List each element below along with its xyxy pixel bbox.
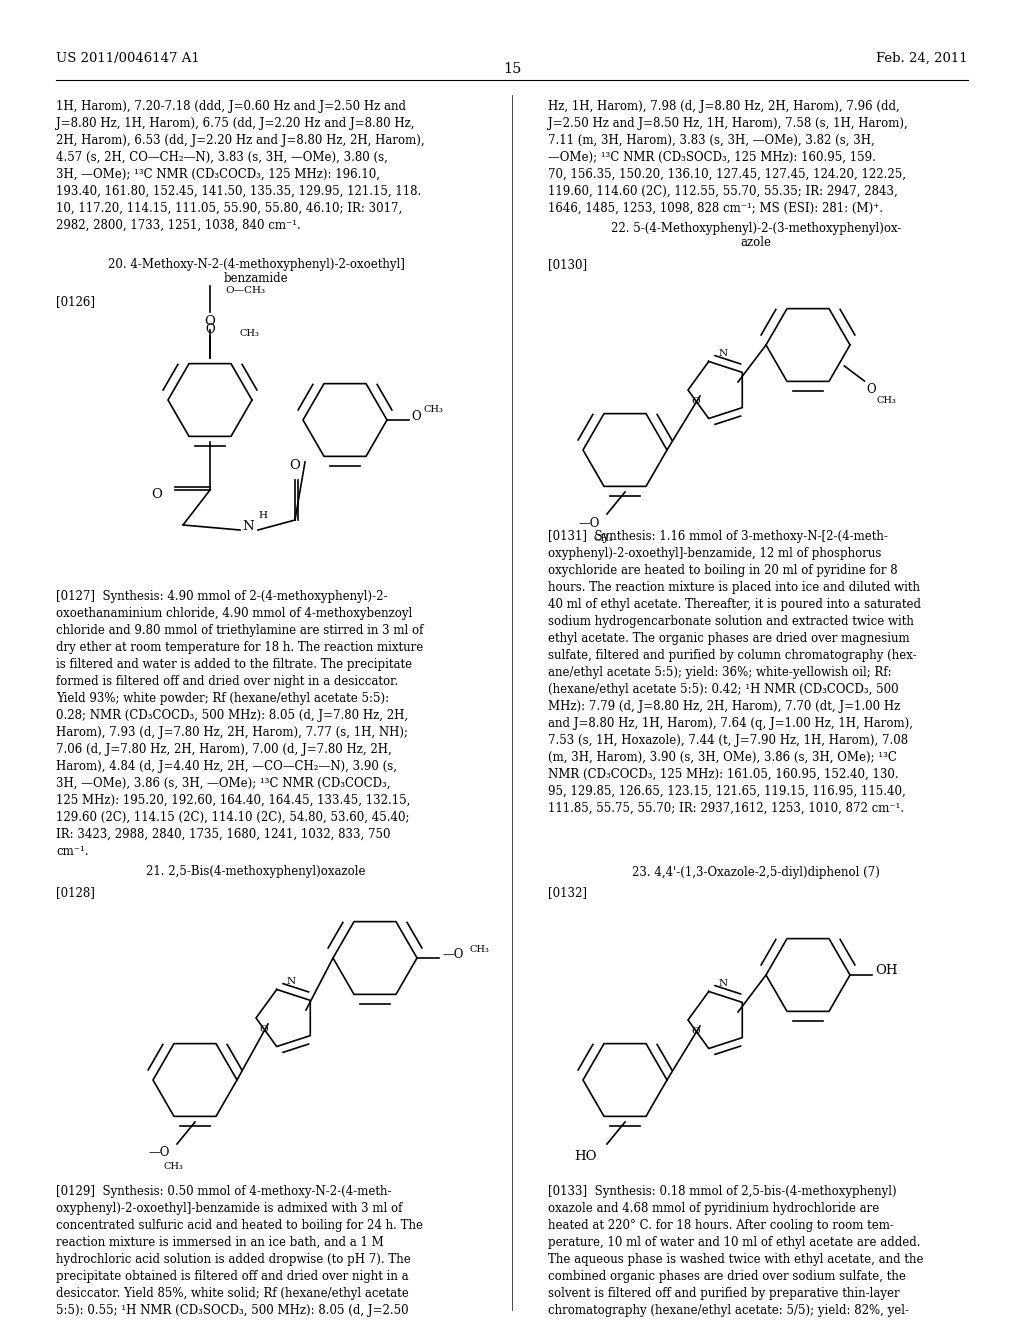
Text: [0127]  Synthesis: 4.90 mmol of 2-(4-methoxyphenyl)-2-
oxoethanaminium chloride,: [0127] Synthesis: 4.90 mmol of 2-(4-meth… xyxy=(56,590,424,858)
Text: [0128]: [0128] xyxy=(56,886,95,899)
Text: azole: azole xyxy=(740,236,771,249)
Text: Hz, 1H, Harom), 7.98 (d, J=8.80 Hz, 2H, Harom), 7.96 (dd,
J=2.50 Hz and J=8.50 H: Hz, 1H, Harom), 7.98 (d, J=8.80 Hz, 2H, … xyxy=(548,100,907,215)
Text: Feb. 24, 2011: Feb. 24, 2011 xyxy=(877,51,968,65)
Text: H: H xyxy=(258,511,267,520)
Text: O: O xyxy=(205,315,215,327)
Text: [0129]  Synthesis: 0.50 mmol of 4-methoxy-N-2-(4-meth-
oxyphenyl)-2-oxoethyl]-be: [0129] Synthesis: 0.50 mmol of 4-methoxy… xyxy=(56,1185,423,1317)
Text: O: O xyxy=(205,323,215,337)
Text: —O: —O xyxy=(442,948,464,961)
Text: benzamide: benzamide xyxy=(223,272,289,285)
Text: 23. 4,4'-(1,3-Oxazole-2,5-diyl)diphenol (7): 23. 4,4'-(1,3-Oxazole-2,5-diyl)diphenol … xyxy=(632,866,880,879)
Text: [0132]: [0132] xyxy=(548,886,587,899)
Text: O: O xyxy=(290,459,300,473)
Text: HO: HO xyxy=(574,1150,597,1163)
Text: [0133]  Synthesis: 0.18 mmol of 2,5-bis-(4-methoxyphenyl)
oxazole and 4.68 mmol : [0133] Synthesis: 0.18 mmol of 2,5-bis-(… xyxy=(548,1185,924,1320)
Text: 20. 4-Methoxy-N-2-(4-methoxyphenyl)-2-oxoethyl]: 20. 4-Methoxy-N-2-(4-methoxyphenyl)-2-ox… xyxy=(108,257,404,271)
Text: 22. 5-(4-Methoxyphenyl)-2-(3-methoxyphenyl)ox-: 22. 5-(4-Methoxyphenyl)-2-(3-methoxyphen… xyxy=(610,222,901,235)
Text: O: O xyxy=(411,409,421,422)
Text: N: N xyxy=(719,979,728,987)
Text: CH₃: CH₃ xyxy=(163,1162,183,1171)
Text: [0126]: [0126] xyxy=(56,294,95,308)
Text: [0131]  Synthesis: 1.16 mmol of 3-methoxy-N-[2-(4-meth-
oxyphenyl)-2-oxoethyl]-b: [0131] Synthesis: 1.16 mmol of 3-methoxy… xyxy=(548,531,921,814)
Text: 21. 2,5-Bis(4-methoxyphenyl)oxazole: 21. 2,5-Bis(4-methoxyphenyl)oxazole xyxy=(146,865,366,878)
Text: CH₃: CH₃ xyxy=(593,535,613,543)
Text: 1H, Harom), 7.20-7.18 (ddd, J=0.60 Hz and J=2.50 Hz and
J=8.80 Hz, 1H, Harom), 6: 1H, Harom), 7.20-7.18 (ddd, J=0.60 Hz an… xyxy=(56,100,425,232)
Text: —O: —O xyxy=(579,517,600,531)
Text: N: N xyxy=(719,348,728,358)
Text: —O: —O xyxy=(148,1146,170,1159)
Text: [0130]: [0130] xyxy=(548,257,587,271)
Text: O: O xyxy=(152,487,162,500)
Text: O: O xyxy=(260,1026,268,1035)
Text: CH₃: CH₃ xyxy=(240,329,260,338)
Text: N: N xyxy=(287,977,296,986)
Text: O—CH₃: O—CH₃ xyxy=(225,286,265,294)
Text: 15: 15 xyxy=(503,62,521,77)
Text: O: O xyxy=(691,397,700,407)
Text: US 2011/0046147 A1: US 2011/0046147 A1 xyxy=(56,51,200,65)
Text: CH₃: CH₃ xyxy=(423,405,442,414)
Text: CH₃: CH₃ xyxy=(469,945,488,954)
Text: N: N xyxy=(243,520,254,533)
Text: OH: OH xyxy=(874,965,897,978)
Text: O: O xyxy=(866,383,876,396)
Text: CH₃: CH₃ xyxy=(877,396,896,405)
Text: O: O xyxy=(691,1027,700,1036)
